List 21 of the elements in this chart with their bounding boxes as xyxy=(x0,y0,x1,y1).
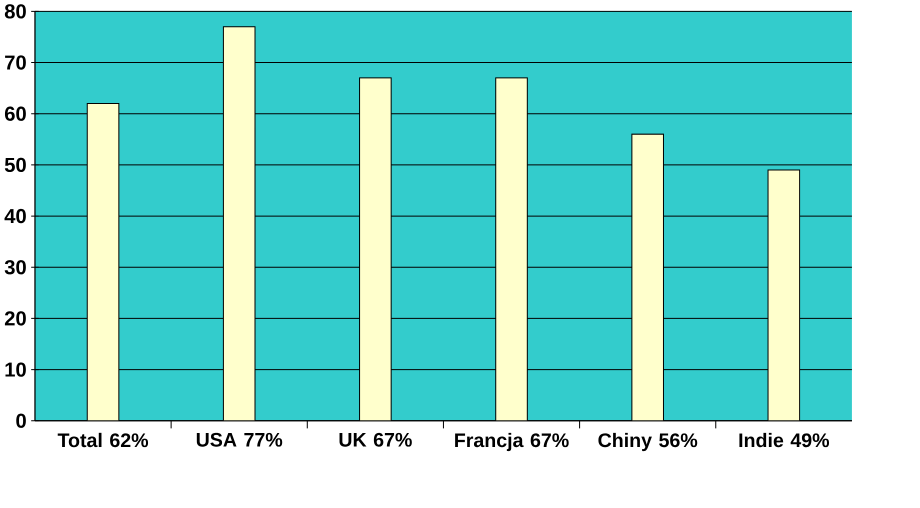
x-tick-label: USA 77% xyxy=(196,432,282,447)
y-tick-label: 20 xyxy=(4,311,26,326)
y-tick-label: 70 xyxy=(5,55,26,70)
bar xyxy=(768,170,800,421)
x-tick-label: Total 62% xyxy=(58,432,148,448)
x-tick-label: Chiny 56% xyxy=(598,432,698,452)
y-tick-label: 10 xyxy=(5,362,26,377)
x-tick-label: UK 67% xyxy=(340,432,412,447)
x-tick-label: Indie 49% xyxy=(739,432,830,448)
bar xyxy=(86,102,120,421)
y-tick-label: 60 xyxy=(4,106,26,121)
bar xyxy=(359,77,392,421)
bar xyxy=(495,77,528,421)
y-tick-label: 50 xyxy=(4,158,26,172)
bar xyxy=(222,26,256,421)
y-tick-label: 80 xyxy=(4,4,26,19)
bar xyxy=(631,134,664,421)
x-tick-label: Francja 67% xyxy=(455,432,569,452)
y-tick-label: 0 xyxy=(16,414,26,428)
y-tick-label: 30 xyxy=(4,260,26,274)
y-tick-label: 40 xyxy=(4,208,26,224)
